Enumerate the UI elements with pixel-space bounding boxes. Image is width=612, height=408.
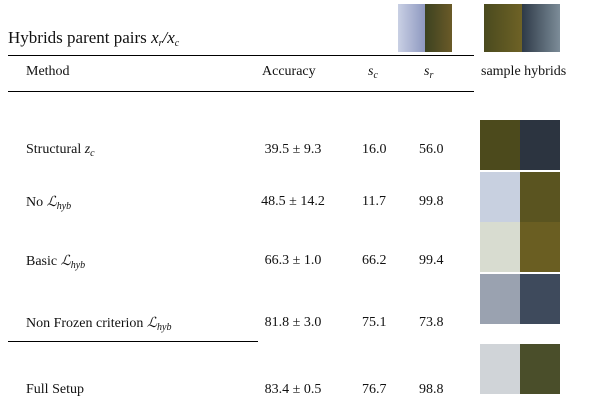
sc: 75.1	[362, 315, 387, 330]
math-sub: hyb	[157, 322, 172, 333]
image-half	[520, 344, 560, 394]
sample-image	[480, 344, 560, 394]
sr: 73.8	[419, 315, 444, 330]
image-half	[480, 172, 520, 222]
sc: 16.0	[362, 142, 387, 157]
rule	[8, 91, 474, 92]
math-symbol: ℒ	[60, 254, 71, 269]
image-half	[480, 274, 520, 324]
sr: 99.4	[419, 253, 444, 268]
sub: r	[429, 70, 434, 81]
method: Non Frozen criterion ℒhyb	[26, 315, 172, 333]
math-symbol: ℒ	[46, 195, 57, 210]
method: Structural zc	[26, 142, 95, 159]
math-symbol: ℒ	[146, 316, 158, 331]
sub: c	[373, 70, 378, 81]
math-sub: hyb	[56, 201, 72, 212]
sc: 76.7	[362, 382, 387, 397]
title-text: Hybrids parent pairs	[8, 28, 147, 47]
method: No ℒhyb	[26, 194, 72, 212]
accuracy: 48.5 ± 14.2	[261, 194, 325, 209]
sr: 56.0	[419, 142, 444, 157]
accuracy: 83.4 ± 0.5	[264, 382, 322, 397]
accuracy: 39.5 ± 9.3	[264, 142, 322, 157]
sr: 98.8	[419, 382, 444, 397]
title-math: xr/xc	[151, 28, 180, 49]
image-half	[480, 120, 520, 170]
math-symbol: z	[84, 142, 91, 157]
image-half	[480, 222, 520, 272]
header-sr: sr	[424, 64, 434, 81]
header-method: Method	[26, 64, 70, 79]
sample-image	[480, 274, 560, 324]
image-half	[520, 120, 560, 170]
sym: s	[368, 64, 374, 79]
title: Hybrids parent pairs xr/xc	[8, 28, 180, 49]
method: Basic ℒhyb	[26, 253, 86, 271]
image-half	[520, 274, 560, 324]
method-text: Structural	[26, 142, 82, 157]
header-samples: sample hybrids	[481, 64, 567, 79]
image-half	[480, 344, 520, 394]
accuracy: 66.3 ± 1.0	[264, 253, 322, 268]
sample-image	[480, 172, 560, 222]
method-text: Basic	[26, 254, 58, 269]
method: Full Setup	[26, 382, 84, 398]
parent-image	[484, 4, 560, 52]
method-text: Non Frozen criterion	[26, 316, 144, 331]
sc: 66.2	[362, 253, 387, 268]
method-text: Full Setup	[26, 382, 84, 397]
header-accuracy: Accuracy	[262, 64, 316, 79]
sample-image	[480, 222, 560, 272]
rule	[8, 341, 258, 342]
math-sub: hyb	[70, 260, 86, 271]
math-symbol: /	[162, 28, 168, 47]
sr: 99.8	[419, 194, 444, 209]
accuracy: 81.8 ± 3.0	[264, 315, 322, 330]
math-symbol: x	[167, 28, 175, 47]
header-sc: sc	[368, 64, 378, 81]
math-sub: c	[90, 148, 95, 159]
math-symbol: x	[151, 28, 159, 47]
math-sub: r	[158, 38, 163, 49]
sym: s	[424, 64, 430, 79]
sample-image	[480, 120, 560, 170]
rule	[8, 55, 474, 56]
math-sub: c	[174, 38, 180, 49]
method-text: No	[26, 195, 44, 210]
parent-image	[398, 4, 452, 52]
sc: 11.7	[362, 194, 386, 209]
image-half	[520, 172, 560, 222]
image-half	[520, 222, 560, 272]
